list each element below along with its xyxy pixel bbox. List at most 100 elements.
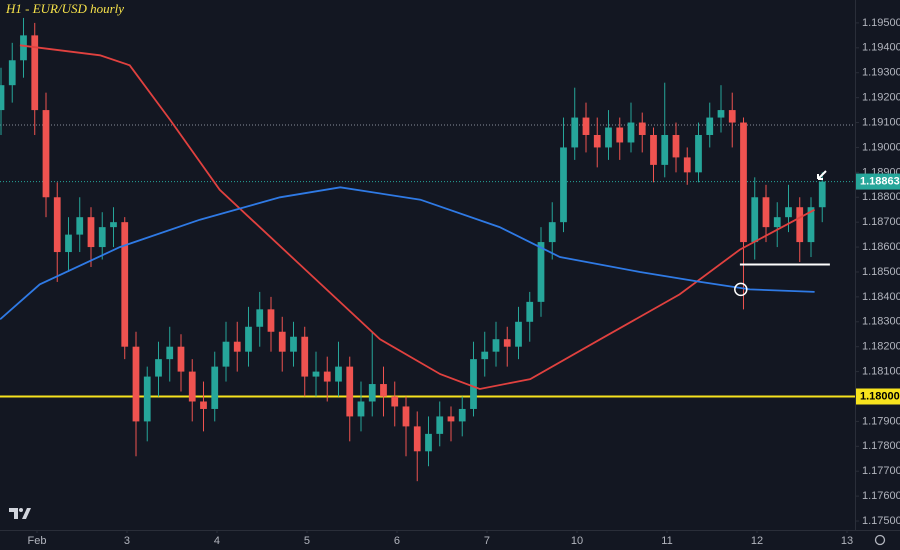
settings-button[interactable]: [874, 534, 886, 546]
candle-body: [155, 359, 162, 377]
candle-body: [278, 331, 286, 352]
x-tick-label: 4: [214, 535, 220, 547]
candle-body: [560, 147, 567, 223]
candle-body: [346, 366, 354, 417]
candle-body: [582, 117, 590, 135]
candle-body: [53, 197, 61, 253]
candle-body: [762, 197, 770, 228]
candle-body: [818, 181, 826, 208]
logo-dot: [19, 508, 23, 512]
candle-body: [650, 134, 657, 165]
candle-body: [413, 426, 421, 452]
candle-body: [796, 207, 804, 243]
candle-body: [143, 376, 151, 422]
candle-body: [368, 384, 376, 402]
candle-body: [515, 321, 522, 347]
candle-body: [627, 122, 635, 143]
candle-body: [683, 157, 691, 173]
candle-body: [593, 134, 601, 148]
candle-body: [807, 207, 815, 243]
candle-body: [98, 227, 106, 248]
candle-body: [20, 35, 27, 61]
y-tick-label: 1.17600: [862, 490, 900, 502]
y-tick-label: 1.17500: [862, 515, 900, 527]
candle-body: [76, 217, 84, 235]
y-tick-label: 1.19500: [862, 17, 900, 29]
x-tick-label: 6: [394, 535, 400, 547]
candle-body: [616, 127, 624, 143]
candle-body: [110, 222, 117, 228]
y-tick-label: 1.19000: [862, 141, 900, 153]
candle-body: [267, 309, 275, 332]
candle-body: [695, 134, 702, 173]
y-tick-label: 1.18600: [862, 241, 900, 253]
candle-body: [245, 326, 252, 352]
candle-body: [740, 122, 747, 243]
logo: [9, 508, 31, 519]
candle-body: [31, 35, 39, 111]
candle-body: [548, 222, 556, 243]
arrow-annotation: [817, 170, 827, 180]
candle-body: [301, 336, 309, 377]
candle-body: [526, 301, 534, 322]
candle-body: [447, 416, 455, 422]
candle-body: [402, 406, 410, 427]
y-tick-label: 1.18800: [862, 191, 900, 203]
candle-body: [458, 408, 466, 422]
price-label: 1.18000: [860, 390, 900, 402]
marker-circle: [734, 282, 748, 297]
y-tick-label: 1.18100: [862, 366, 900, 378]
candle-body: [256, 309, 264, 327]
candle-body: [233, 341, 241, 352]
candle-body: [481, 351, 489, 360]
y-tick-label: 1.18400: [862, 291, 900, 303]
axes: 1.17500 1.17600 1.17700 1.17800 1.17900 1.180…: [28, 17, 900, 547]
candle-body: [728, 110, 736, 123]
plot-area: [0, 17, 855, 482]
candle-body: [8, 60, 16, 86]
candle-body: [42, 110, 50, 198]
y-tick-label: 1.19300: [862, 67, 900, 79]
candle-body: [638, 122, 646, 135]
candle-body: [706, 117, 714, 135]
x-tick-label: 12: [751, 535, 763, 547]
candle-body: [132, 346, 140, 422]
y-tick-label: 1.17900: [862, 415, 900, 427]
y-tick-label: 1.17800: [862, 440, 900, 452]
candle-body: [121, 222, 129, 347]
candle-body: [211, 366, 219, 409]
candle-body: [672, 134, 680, 158]
x-tick-label: 10: [571, 535, 583, 547]
x-tick-label: 7: [484, 535, 490, 547]
chart-title: H1 - EUR/USD hourly: [5, 1, 124, 16]
price-label-box: [856, 388, 900, 405]
candle-body: [0, 85, 5, 111]
candle-body: [425, 433, 432, 452]
candle-body: [661, 134, 669, 165]
candle-body: [312, 371, 320, 377]
candle-body: [605, 127, 612, 148]
y-tick-label: 1.18200: [862, 341, 900, 353]
x-tick-label: 13: [841, 535, 853, 547]
candle-body: [503, 339, 511, 347]
x-tick-label: 11: [661, 535, 672, 547]
candle-body: [357, 401, 365, 417]
candle-body: [773, 217, 781, 228]
y-tick-label: 1.19200: [862, 92, 900, 104]
candle-body: [717, 110, 725, 118]
moving-average: [19, 44, 816, 390]
candle-body: [492, 339, 500, 352]
candle-body: [571, 117, 579, 148]
candle-body: [436, 416, 444, 434]
candle-body: [380, 384, 387, 397]
candle-body: [222, 341, 230, 367]
candle-body: [785, 207, 792, 218]
price-label: 1.18863: [860, 175, 900, 187]
candle-body: [200, 401, 207, 409]
candle-body: [537, 242, 545, 302]
y-tick-label: 1.18500: [862, 266, 900, 278]
y-tick-label: 1.17700: [862, 465, 900, 477]
y-tick-label: 1.18300: [862, 316, 900, 328]
